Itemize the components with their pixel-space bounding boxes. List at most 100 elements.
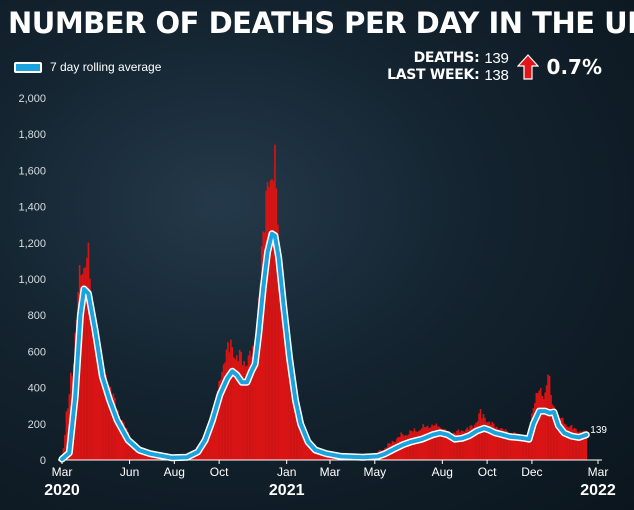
- daily-death-bar: [269, 180, 272, 461]
- stats-panel: DEATHS: 139 LAST WEEK: 138 0.7%: [387, 50, 602, 84]
- daily-death-bar: [227, 342, 229, 460]
- legend-label: 7 day rolling average: [50, 60, 162, 74]
- daily-death-bar: [460, 430, 463, 460]
- daily-death-bar: [420, 428, 423, 460]
- daily-death-bar: [488, 421, 491, 460]
- daily-death-bar: [290, 360, 292, 460]
- daily-death-bar: [494, 427, 497, 460]
- daily-death-bar: [240, 351, 242, 460]
- daily-death-bar: [466, 427, 469, 460]
- daily-death-bar: [462, 430, 464, 460]
- daily-death-bar: [536, 393, 539, 460]
- daily-death-bar: [572, 429, 574, 460]
- daily-death-bar: [228, 352, 231, 460]
- daily-death-bar: [473, 424, 476, 460]
- daily-death-bar: [437, 426, 439, 460]
- daily-death-bar: [209, 419, 212, 460]
- daily-death-bar: [238, 349, 241, 460]
- daily-death-bar: [277, 224, 279, 460]
- y-tick-label: 2,000: [18, 93, 46, 105]
- daily-death-bar: [233, 357, 235, 460]
- daily-death-bar: [215, 401, 217, 460]
- daily-death-bar: [551, 404, 554, 460]
- legend-swatch: [14, 61, 42, 73]
- x-tick-label: Dec: [521, 465, 542, 479]
- daily-death-bar: [92, 307, 94, 460]
- daily-death-bar: [569, 426, 571, 460]
- x-tick-label: Mar: [52, 465, 73, 479]
- daily-death-bar: [257, 297, 260, 460]
- daily-death-bar: [246, 365, 248, 460]
- daily-death-bar: [566, 426, 568, 460]
- x-tick-label: Aug: [164, 465, 185, 479]
- daily-death-bar: [535, 392, 538, 460]
- daily-death-bar: [249, 350, 251, 460]
- daily-death-bar: [124, 428, 126, 460]
- daily-death-bar: [520, 435, 523, 460]
- daily-death-bar: [503, 430, 505, 460]
- daily-death-bar: [64, 434, 66, 460]
- daily-death-bar: [406, 435, 408, 460]
- daily-death-bar: [210, 416, 213, 460]
- daily-death-bar: [125, 428, 128, 460]
- daily-death-bar: [444, 429, 447, 460]
- daily-death-bar: [260, 246, 263, 460]
- daily-death-bar: [244, 366, 247, 460]
- daily-death-bar: [548, 375, 551, 460]
- daily-death-bar: [570, 424, 573, 460]
- daily-death-bar: [106, 382, 109, 460]
- daily-death-bar: [81, 274, 84, 460]
- daily-death-bar: [582, 430, 585, 460]
- daily-death-bar: [450, 433, 452, 460]
- daily-death-bar: [219, 379, 222, 460]
- daily-death-bar: [119, 420, 122, 460]
- daily-death-bar: [492, 423, 495, 460]
- daily-death-bar: [459, 432, 461, 460]
- daily-death-bar: [222, 364, 225, 460]
- daily-death-bar: [441, 428, 444, 460]
- daily-death-bar: [435, 423, 438, 460]
- last-week-label: LAST WEEK:: [387, 67, 480, 83]
- daily-death-bar: [431, 424, 433, 460]
- daily-death-bar: [547, 374, 549, 460]
- daily-death-bar: [491, 421, 494, 460]
- daily-death-bar: [299, 414, 301, 460]
- end-value-label: 139: [590, 425, 607, 436]
- daily-death-bar: [513, 432, 516, 460]
- label-layer: 139: [590, 425, 607, 436]
- daily-death-bar: [451, 433, 454, 460]
- daily-death-bar: [578, 432, 580, 460]
- daily-death-bar: [293, 382, 295, 460]
- daily-death-bar: [447, 431, 450, 460]
- daily-death-bar: [131, 440, 134, 460]
- daily-death-bar: [294, 393, 297, 460]
- daily-death-bar: [476, 421, 479, 460]
- daily-death-bar: [212, 410, 215, 460]
- daily-death-bar: [544, 392, 546, 460]
- daily-death-bar: [579, 431, 582, 460]
- daily-death-bar: [307, 438, 310, 460]
- daily-death-bar: [121, 420, 124, 460]
- daily-death-bar: [268, 187, 270, 460]
- daily-death-bar: [278, 243, 281, 460]
- x-tick-label: Oct: [478, 465, 497, 479]
- daily-death-bar: [221, 371, 223, 460]
- daily-death-bar: [100, 353, 103, 460]
- x-tick-label: Mar: [588, 465, 609, 479]
- daily-death-bar: [255, 337, 257, 460]
- daily-death-bar: [281, 274, 284, 460]
- daily-death-bar: [443, 429, 445, 460]
- y-tick-label: 400: [28, 383, 46, 395]
- x-tick-label: Jan: [277, 465, 296, 479]
- daily-death-bar: [103, 368, 106, 460]
- y-tick-label: 1,800: [18, 129, 46, 141]
- daily-death-bar: [94, 328, 97, 460]
- daily-death-bar: [65, 411, 68, 460]
- daily-death-bar: [302, 427, 304, 460]
- daily-death-bar: [300, 420, 303, 460]
- daily-death-bar: [117, 410, 119, 460]
- rolling-average-line: [60, 231, 589, 462]
- daily-death-bar: [541, 395, 544, 460]
- daily-death-bar: [282, 281, 285, 460]
- x-tick-label: Jun: [120, 465, 139, 479]
